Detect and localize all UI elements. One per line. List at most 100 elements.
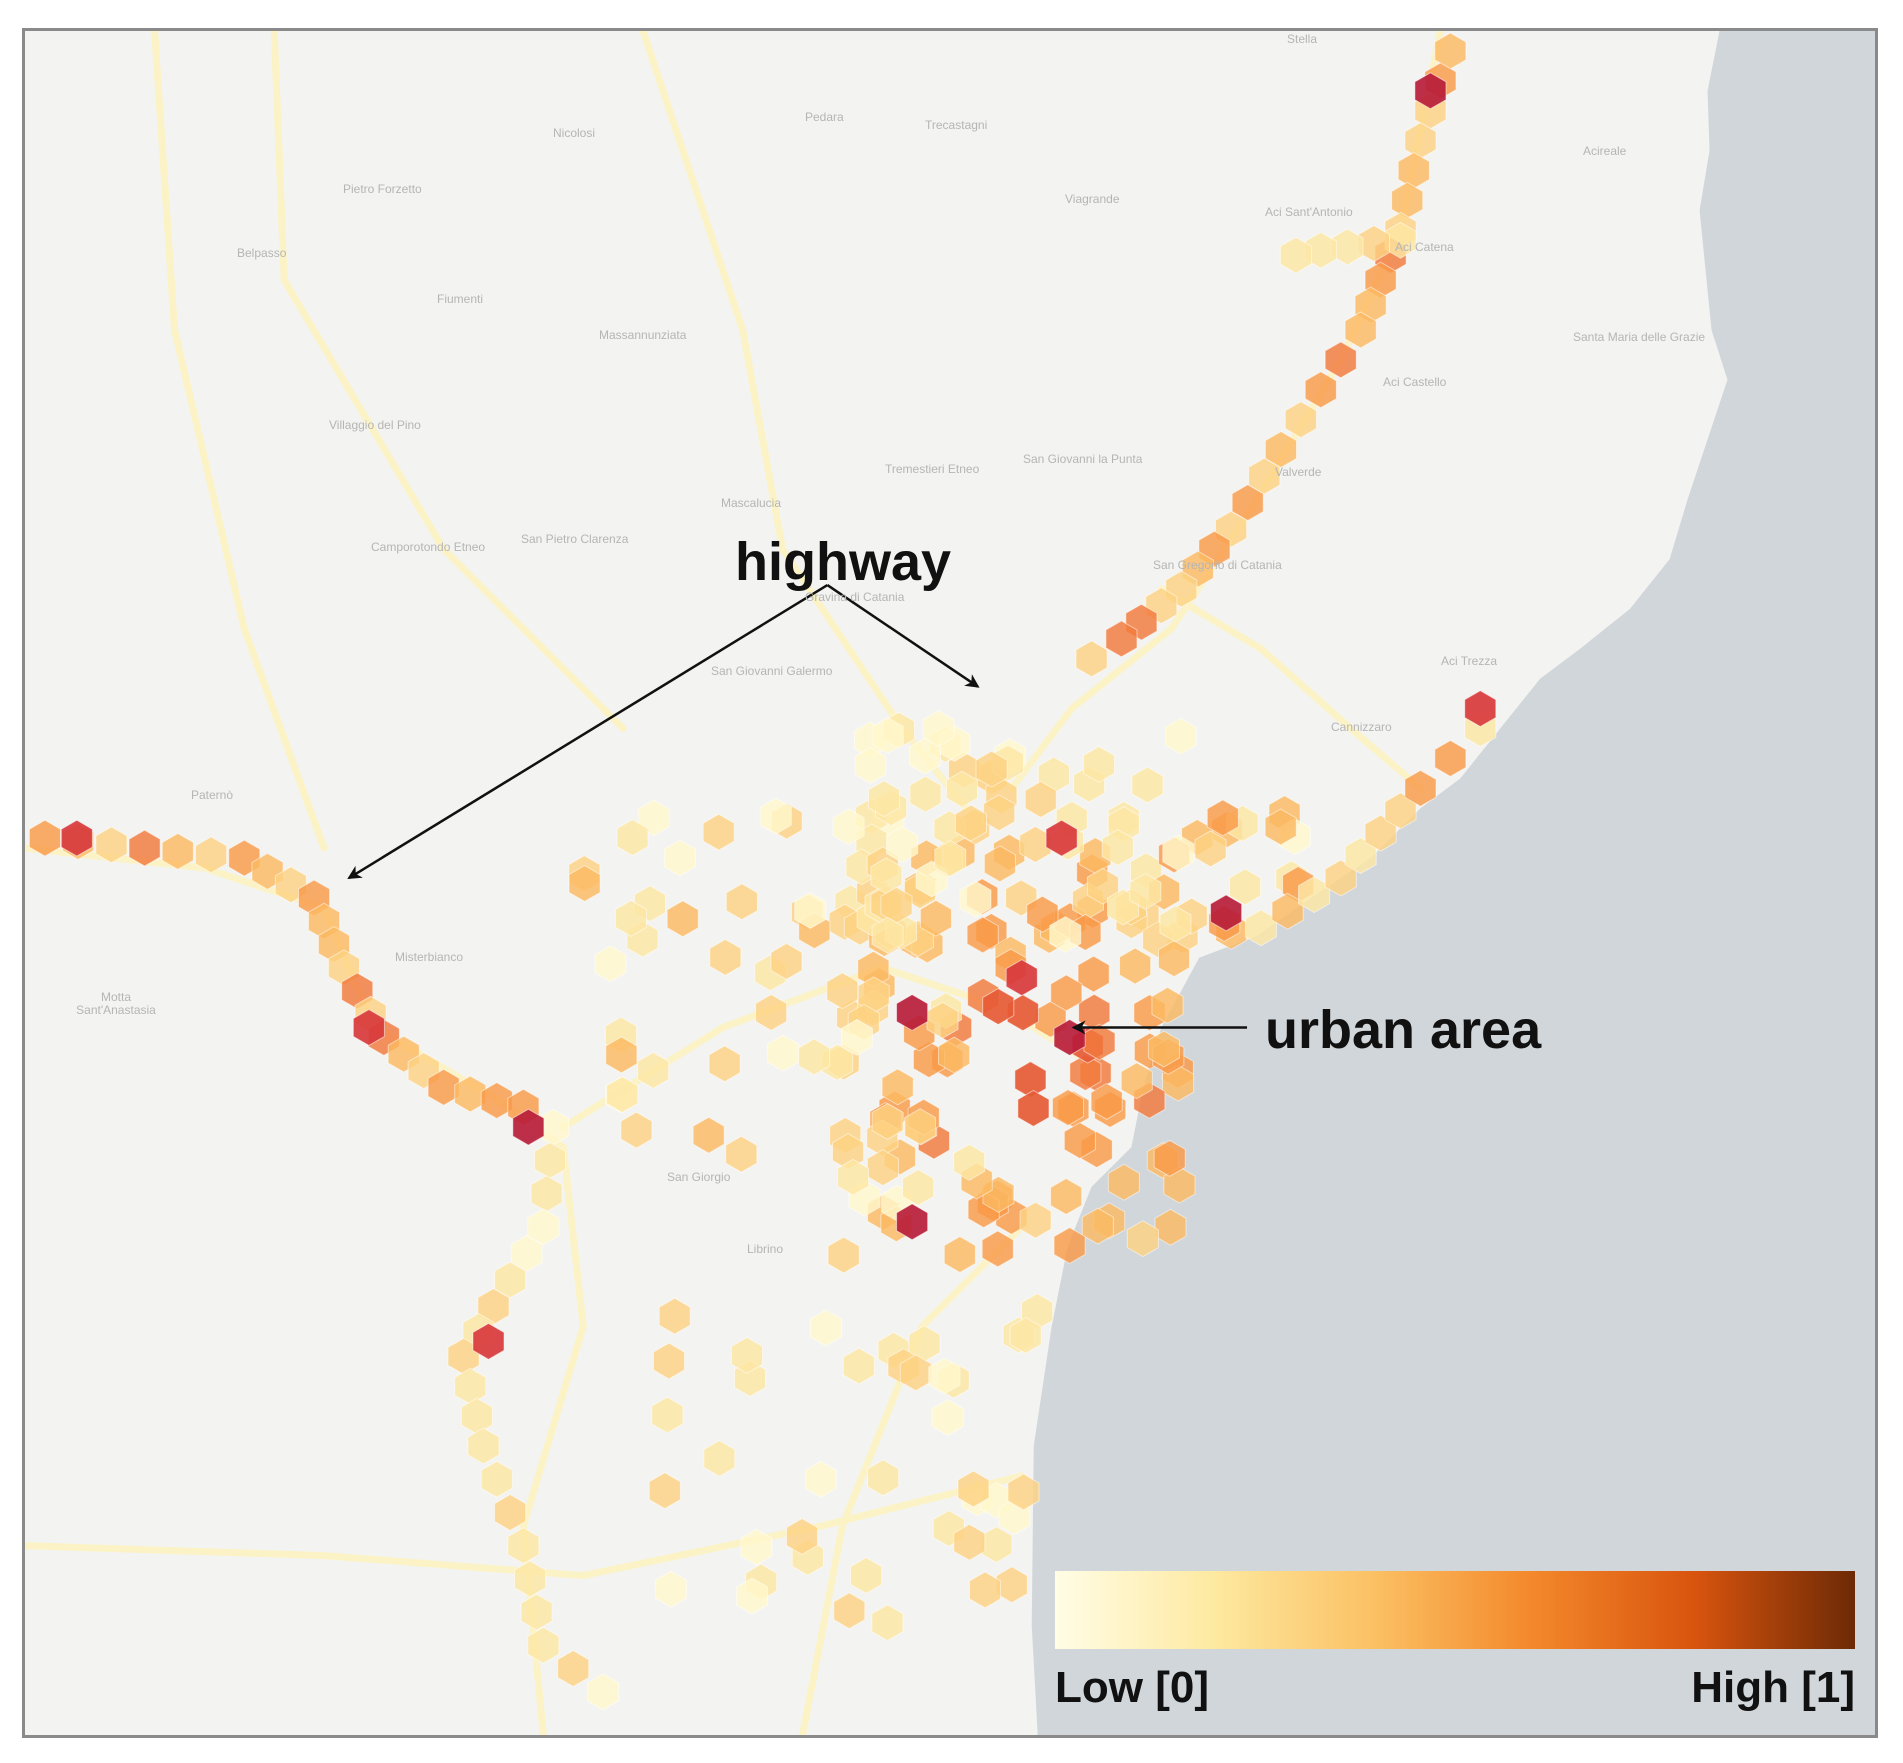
hex-cell	[922, 710, 955, 748]
place-label: Tremestieri Etneo	[885, 462, 980, 476]
hex-cell	[1264, 808, 1297, 846]
hex-cell	[1324, 341, 1357, 379]
hex-cell	[953, 1143, 986, 1181]
hex-cell	[798, 1038, 831, 1076]
hex-cell	[161, 832, 194, 870]
hex-cell	[827, 1236, 860, 1274]
hex-cell	[833, 1592, 866, 1630]
place-label: Aci Catena	[1395, 240, 1454, 254]
hex-cell	[1162, 1064, 1195, 1102]
hex-cell	[975, 750, 1008, 788]
hex-cell	[1045, 819, 1078, 857]
hex-cell	[943, 1235, 976, 1274]
hex-cell	[755, 993, 788, 1031]
hex-cell	[871, 716, 904, 754]
urban-area-annotation: urban area	[1265, 1000, 1542, 1060]
hex-cell	[480, 1082, 513, 1120]
hex-cell	[1248, 457, 1281, 495]
place-label: Massannunziata	[599, 328, 687, 342]
hex-cell	[1159, 905, 1192, 943]
hex-cell	[1126, 1220, 1159, 1258]
road-line	[639, 31, 986, 832]
hex-cell	[467, 1427, 500, 1465]
hex-cell	[494, 1493, 527, 1531]
place-label: San Giorgio	[667, 1170, 731, 1184]
place-label: Nicolosi	[553, 126, 596, 140]
hex-cell	[867, 780, 901, 818]
highway-annotation: highway	[735, 532, 952, 592]
hex-cell	[1344, 311, 1377, 349]
hex-cell	[981, 1230, 1014, 1268]
hex-cell	[1264, 431, 1297, 469]
hex-cell	[1077, 955, 1110, 993]
hex-cell	[837, 1158, 870, 1196]
hex-cell	[725, 1135, 758, 1173]
road-line	[151, 31, 328, 852]
hex-cell	[931, 1399, 964, 1437]
hex-cell	[708, 1045, 741, 1083]
highway-arrow-right	[826, 584, 980, 688]
hex-cell	[1017, 1089, 1050, 1127]
hex-cell	[507, 1527, 540, 1565]
hex-cell	[1397, 151, 1430, 190]
hex-cell	[1304, 371, 1337, 409]
hex-cell	[866, 1149, 899, 1187]
hex-cell	[95, 826, 128, 864]
hex-cell	[899, 1354, 932, 1392]
hex-cell	[663, 839, 696, 877]
place-label: Valverde	[1275, 465, 1322, 479]
highway-arrow-left	[347, 583, 829, 880]
legend-low-label: Low [0]	[1055, 1663, 1209, 1712]
hex-cell	[1163, 1166, 1196, 1204]
hex-cell	[867, 1459, 900, 1497]
place-label: Fiumenti	[437, 292, 484, 306]
hex-cell	[530, 1175, 563, 1213]
hex-cell	[60, 819, 93, 857]
place-label: Stella	[1287, 32, 1318, 46]
hex-cell	[616, 819, 649, 857]
hex-cell	[637, 1051, 670, 1089]
hex-cell	[832, 808, 865, 846]
hex-cell	[692, 1116, 725, 1154]
place-label: Motta Sant'Anastasia	[76, 990, 156, 1018]
place-label: Cannizzaro	[1331, 720, 1392, 734]
hex-cell	[1107, 1163, 1140, 1201]
hex-cell	[1007, 1473, 1040, 1511]
place-label: Gravina di Catania	[805, 590, 905, 604]
hex-cell	[794, 891, 827, 930]
hex-cell	[480, 1460, 513, 1498]
hex-cell	[919, 899, 952, 937]
hex-cell	[1162, 834, 1195, 872]
place-label: Camporotondo Etneo	[371, 540, 486, 554]
hex-cell	[568, 864, 601, 903]
hex-cell	[1009, 1316, 1042, 1355]
hex-cell	[881, 1068, 914, 1106]
hex-cell	[1078, 993, 1111, 1031]
hex-cell	[652, 1342, 685, 1380]
hex-cell	[730, 1336, 764, 1374]
hex-cell	[666, 900, 699, 938]
hex-cell	[1019, 1201, 1052, 1239]
hex-cell	[1151, 986, 1184, 1024]
place-label: Acireale	[1583, 144, 1627, 158]
hex-cell	[983, 794, 1016, 832]
hex-cell	[871, 916, 904, 954]
hex-cell	[1153, 1139, 1186, 1177]
hex-cell	[128, 829, 161, 867]
hex-cell	[494, 1261, 527, 1299]
hex-cell	[1154, 1208, 1187, 1246]
place-label: San Giovanni la Punta	[1023, 452, 1143, 466]
legend-high-label: High [1]	[1691, 1663, 1855, 1712]
heatmap-map[interactable]	[25, 31, 1875, 1735]
hex-cell	[514, 1560, 547, 1598]
hex-cell	[909, 775, 942, 813]
hex-cell	[770, 942, 803, 980]
place-label: Villaggio del Pino	[329, 418, 421, 432]
hex-cell	[959, 880, 992, 918]
place-label: San Gregorio di Catania	[1153, 558, 1282, 572]
hex-cell	[512, 1108, 545, 1146]
map-frame: Stella Trecastagni Pedara Nicolosi Acire…	[22, 28, 1878, 1738]
legend-gradient-bar	[1055, 1571, 1855, 1649]
hex-cell	[980, 1526, 1013, 1564]
place-label: Trecastagni	[925, 118, 988, 132]
